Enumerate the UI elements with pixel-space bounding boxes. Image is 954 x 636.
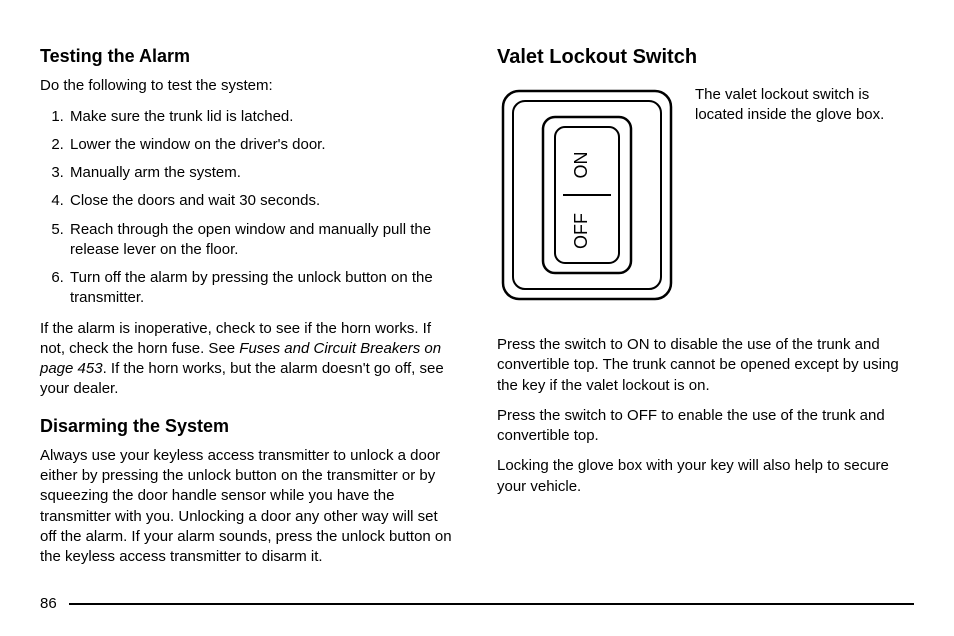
testing-steps-list: Make sure the trunk lid is latched. Lowe…	[40, 107, 457, 309]
two-column-layout: Testing the Alarm Do the following to te…	[40, 44, 914, 584]
heading-valet-lockout: Valet Lockout Switch	[497, 44, 914, 71]
valet-p1: Press the switch to ON to disable the us…	[497, 335, 914, 396]
disarming-para: Always use your keyless access transmitt…	[40, 446, 457, 568]
heading-disarming: Disarming the System	[40, 414, 457, 438]
page-number: 86	[40, 595, 57, 612]
valet-p3: Locking the glove box with your key will…	[497, 456, 914, 497]
switch-caption: The valet lockout switch is located insi…	[695, 85, 914, 126]
footer: 86	[40, 595, 914, 612]
left-column: Testing the Alarm Do the following to te…	[40, 44, 457, 584]
valet-switch-figure: ON OFF	[497, 85, 677, 305]
switch-off-label: OFF	[571, 213, 591, 249]
step-item: Manually arm the system.	[68, 163, 457, 183]
footer-rule	[69, 603, 914, 605]
switch-icon: ON OFF	[497, 85, 677, 305]
step-item: Lower the window on the driver's door.	[68, 135, 457, 155]
figure-row: ON OFF The valet lockout switch is locat…	[497, 85, 914, 305]
testing-intro: Do the following to test the system:	[40, 76, 457, 96]
heading-testing-alarm: Testing the Alarm	[40, 44, 457, 68]
valet-p2: Press the switch to OFF to enable the us…	[497, 406, 914, 447]
step-item: Turn off the alarm by pressing the unloc…	[68, 268, 457, 309]
step-item: Reach through the open window and manual…	[68, 220, 457, 261]
right-column: Valet Lockout Switch ON OFF	[497, 44, 914, 584]
switch-on-label: ON	[571, 152, 591, 179]
step-item: Make sure the trunk lid is latched.	[68, 107, 457, 127]
step-item: Close the doors and wait 30 seconds.	[68, 191, 457, 211]
alarm-inoperative-note: If the alarm is inoperative, check to se…	[40, 319, 457, 400]
